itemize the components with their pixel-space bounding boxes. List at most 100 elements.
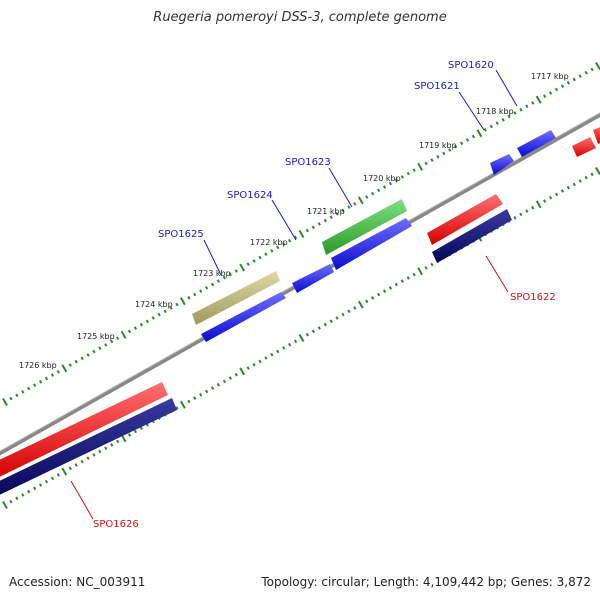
scale-tick [293,235,298,240]
scale-tick [120,330,127,339]
scale-tick [21,493,25,497]
scale-tick [74,463,78,467]
scale-tick [476,129,483,138]
scale-tick [572,77,576,82]
gene-feature-spo1622[interactable] [432,209,512,263]
gene-label-spo1622[interactable]: SPO1622 [510,292,556,303]
scale-tick [560,84,565,88]
scale-tick [61,364,68,373]
scale-tick [258,359,262,364]
scale-tick [246,366,250,370]
scale-tick [357,300,364,309]
scale-tick [50,373,55,377]
scale-tick [578,179,582,183]
scale-tick [590,172,594,177]
scale-tick [180,297,186,306]
accession-text: Accession: NC_003911 [9,575,146,589]
scale-tick [234,269,238,273]
scale-tick [489,124,493,129]
scale-tick [239,367,246,376]
cds-feature-spo1622[interactable] [427,194,503,245]
gene-label-spo1623[interactable]: SPO1623 [285,157,331,168]
scale-tick [68,363,72,367]
scale-tick [335,212,339,216]
scale-tick [157,312,161,317]
cds-feature-spo1625[interactable] [201,292,286,342]
scale-tick [133,429,138,434]
scale-label: 1723 kbp [193,269,231,278]
scale-tick [566,81,570,85]
scale-tick [442,151,446,156]
scale-tick [388,286,393,290]
scale-tick [252,259,256,263]
scale-tick [341,312,345,317]
highlight-feature-green[interactable] [322,199,407,255]
scale-tick [145,319,149,324]
scale-tick [371,296,375,300]
cds-feature-spo1626[interactable] [0,382,168,479]
scale-tick [104,446,108,450]
cds-feature-spo1621[interactable] [490,154,514,175]
scale-tick [335,316,339,320]
scale-tick [548,195,553,200]
scale-tick [305,332,310,337]
gene-feature-spo1626[interactable] [0,398,177,497]
scale-tick [282,346,286,350]
scale-tick [377,292,381,297]
scale-tick [417,162,423,171]
scale-tick [68,466,72,471]
scale-tick [86,456,90,460]
scale-tick [543,199,547,203]
scale-tick [554,87,559,92]
gene-label-spo1621[interactable]: SPO1621 [414,81,460,92]
scale-tick [264,356,268,360]
scale-tick [44,479,49,484]
scale-tick [382,289,387,293]
scale-tick [317,326,321,330]
gene-label-spo1625[interactable]: SPO1625 [158,229,204,240]
scale-tick [9,499,13,504]
cds-feature-right-edge-2[interactable] [593,125,600,144]
scale-tick [15,393,19,398]
scale-label: 1717 kbp [531,72,569,81]
scale-tick [305,228,310,233]
scale-tick [270,249,274,253]
scale-tick [127,329,132,334]
scale-tick [347,309,351,314]
scale-tick [228,376,232,380]
scale-tick [210,386,215,390]
scale-tick [110,443,114,447]
scale-tick [365,299,369,304]
scale-tick [531,101,535,105]
cds-feature-spo1620[interactable] [517,130,556,157]
scale-tick [38,380,43,384]
scale-tick [9,396,13,401]
scale-tick [44,376,49,381]
cds-feature-right-edge-1[interactable] [572,137,596,157]
scale-tick [347,205,351,209]
scale-tick [377,188,381,193]
gene-label-spo1626[interactable]: SPO1626 [93,519,139,530]
scale-tick [180,400,186,409]
scale-tick [584,70,588,75]
scale-tick [276,245,280,250]
scale-tick [104,343,108,347]
gene-label-spo1624[interactable]: SPO1624 [227,190,273,201]
scale-tick [276,349,280,354]
scale-tick [228,272,232,277]
scale-tick [80,459,84,464]
cds-feature-spo1624[interactable] [292,264,334,293]
scale-tick [535,95,542,104]
highlight-feature-olive[interactable] [192,271,280,325]
scale-tick [507,114,511,119]
scale-tick [590,67,594,72]
scale-tick [578,74,582,78]
cds-feature-spo1623[interactable] [331,218,412,270]
gene-label-spo1620[interactable]: SPO1620 [448,60,494,71]
map-title: Ruegeria pomeroyi DSS-3, complete genome [153,10,447,25]
scale-tick [341,208,345,213]
scale-tick [448,148,452,152]
scale-tick [282,242,286,246]
scale-tick [187,296,191,300]
scale-tick [127,433,132,437]
